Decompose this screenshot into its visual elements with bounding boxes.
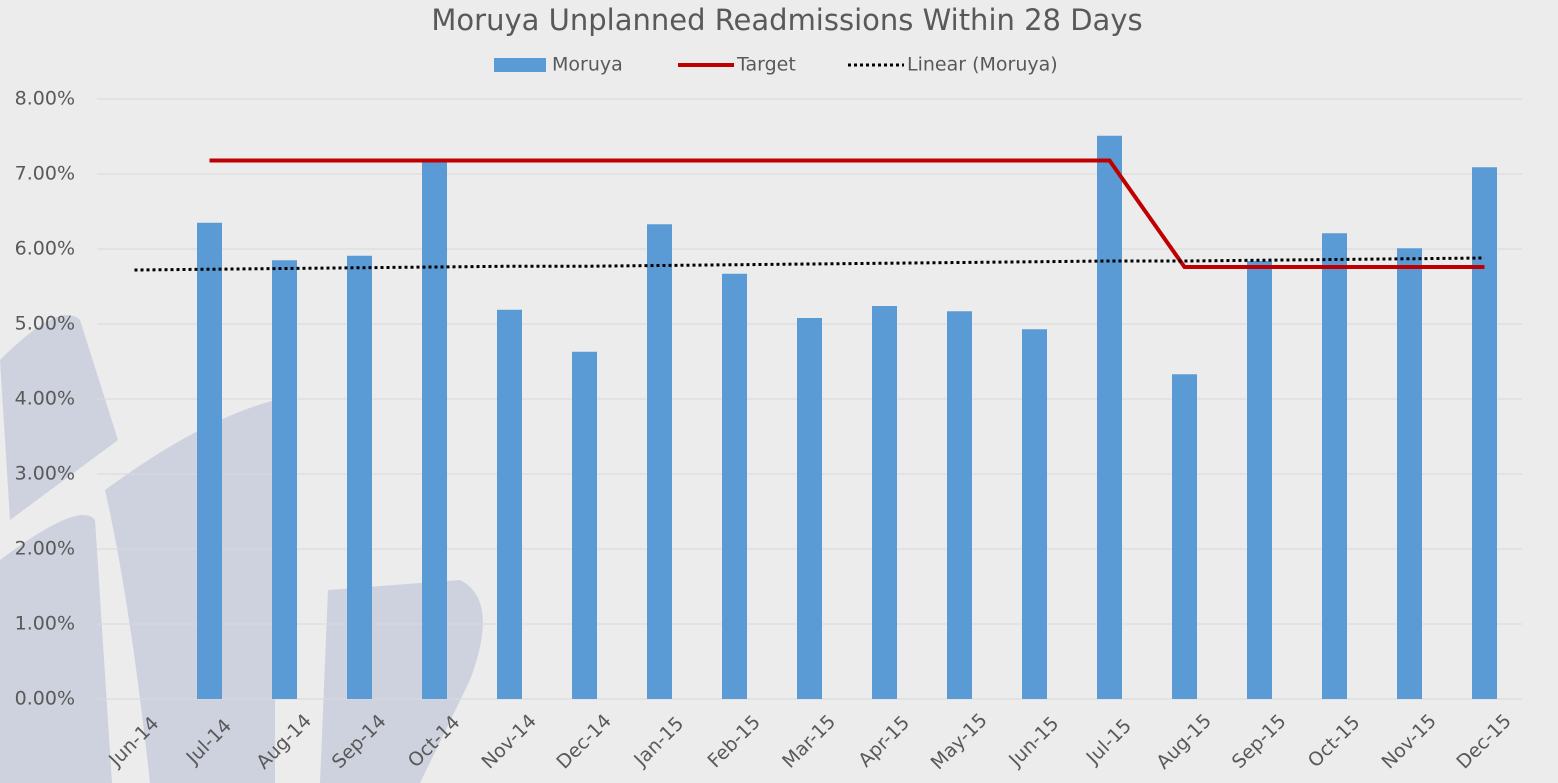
y-tick-label: 1.00%	[15, 613, 75, 635]
chart: Moruya Unplanned Readmissions Within 28 …	[0, 0, 1558, 783]
x-tick-label: Oct-15	[1304, 711, 1365, 772]
y-tick-label: 4.00%	[15, 388, 75, 410]
bar	[647, 224, 672, 699]
bar	[1397, 248, 1422, 699]
x-tick-label: Nov-15	[1377, 710, 1440, 773]
bar	[197, 223, 222, 699]
x-tick-label: Mar-15	[778, 711, 840, 773]
bar	[947, 311, 972, 699]
series-line	[210, 161, 1485, 268]
legend-swatch	[494, 58, 546, 72]
y-tick-label: 3.00%	[15, 463, 75, 485]
y-tick-label: 6.00%	[15, 238, 75, 260]
y-tick-label: 7.00%	[15, 163, 75, 185]
legend-label: Moruya	[552, 54, 623, 76]
bar	[422, 160, 447, 699]
x-tick-label: Apr-15	[854, 712, 914, 772]
x-tick-label: Jan-15	[629, 713, 688, 772]
x-tick-label: Dec-15	[1452, 710, 1516, 774]
bar	[572, 352, 597, 699]
x-tick-label: Aug-15	[1152, 710, 1216, 774]
x-tick-label: Feb-15	[703, 711, 764, 772]
chart-title: Moruya Unplanned Readmissions Within 28 …	[431, 3, 1142, 37]
bar	[1247, 261, 1272, 699]
bar	[872, 306, 897, 699]
legend-label: Target	[736, 54, 796, 76]
bar	[347, 256, 372, 699]
y-tick-label: 8.00%	[15, 88, 75, 110]
x-tick-label: Dec-14	[552, 710, 616, 774]
bar	[1097, 136, 1122, 699]
page: {"chart_data": { "type": "bar", "title":…	[0, 0, 1558, 783]
bar	[797, 318, 822, 699]
y-tick-label: 0.00%	[15, 688, 75, 710]
x-tick-label: Jun-15	[1004, 712, 1063, 771]
bar	[1472, 167, 1497, 699]
bar	[1322, 233, 1347, 699]
x-tick-label: Jul-15	[1082, 715, 1136, 769]
bar	[272, 260, 297, 699]
bar	[1022, 329, 1047, 699]
y-tick-label: 5.00%	[15, 313, 75, 335]
legend-label: Linear (Moruya)	[907, 54, 1058, 76]
y-tick-label: 2.00%	[15, 538, 75, 560]
bar	[497, 310, 522, 699]
bar	[722, 274, 747, 699]
bar	[1172, 374, 1197, 699]
x-tick-label: May-15	[927, 709, 992, 774]
x-tick-label: Sep-15	[1228, 710, 1291, 773]
x-tick-label: Nov-14	[477, 710, 540, 773]
